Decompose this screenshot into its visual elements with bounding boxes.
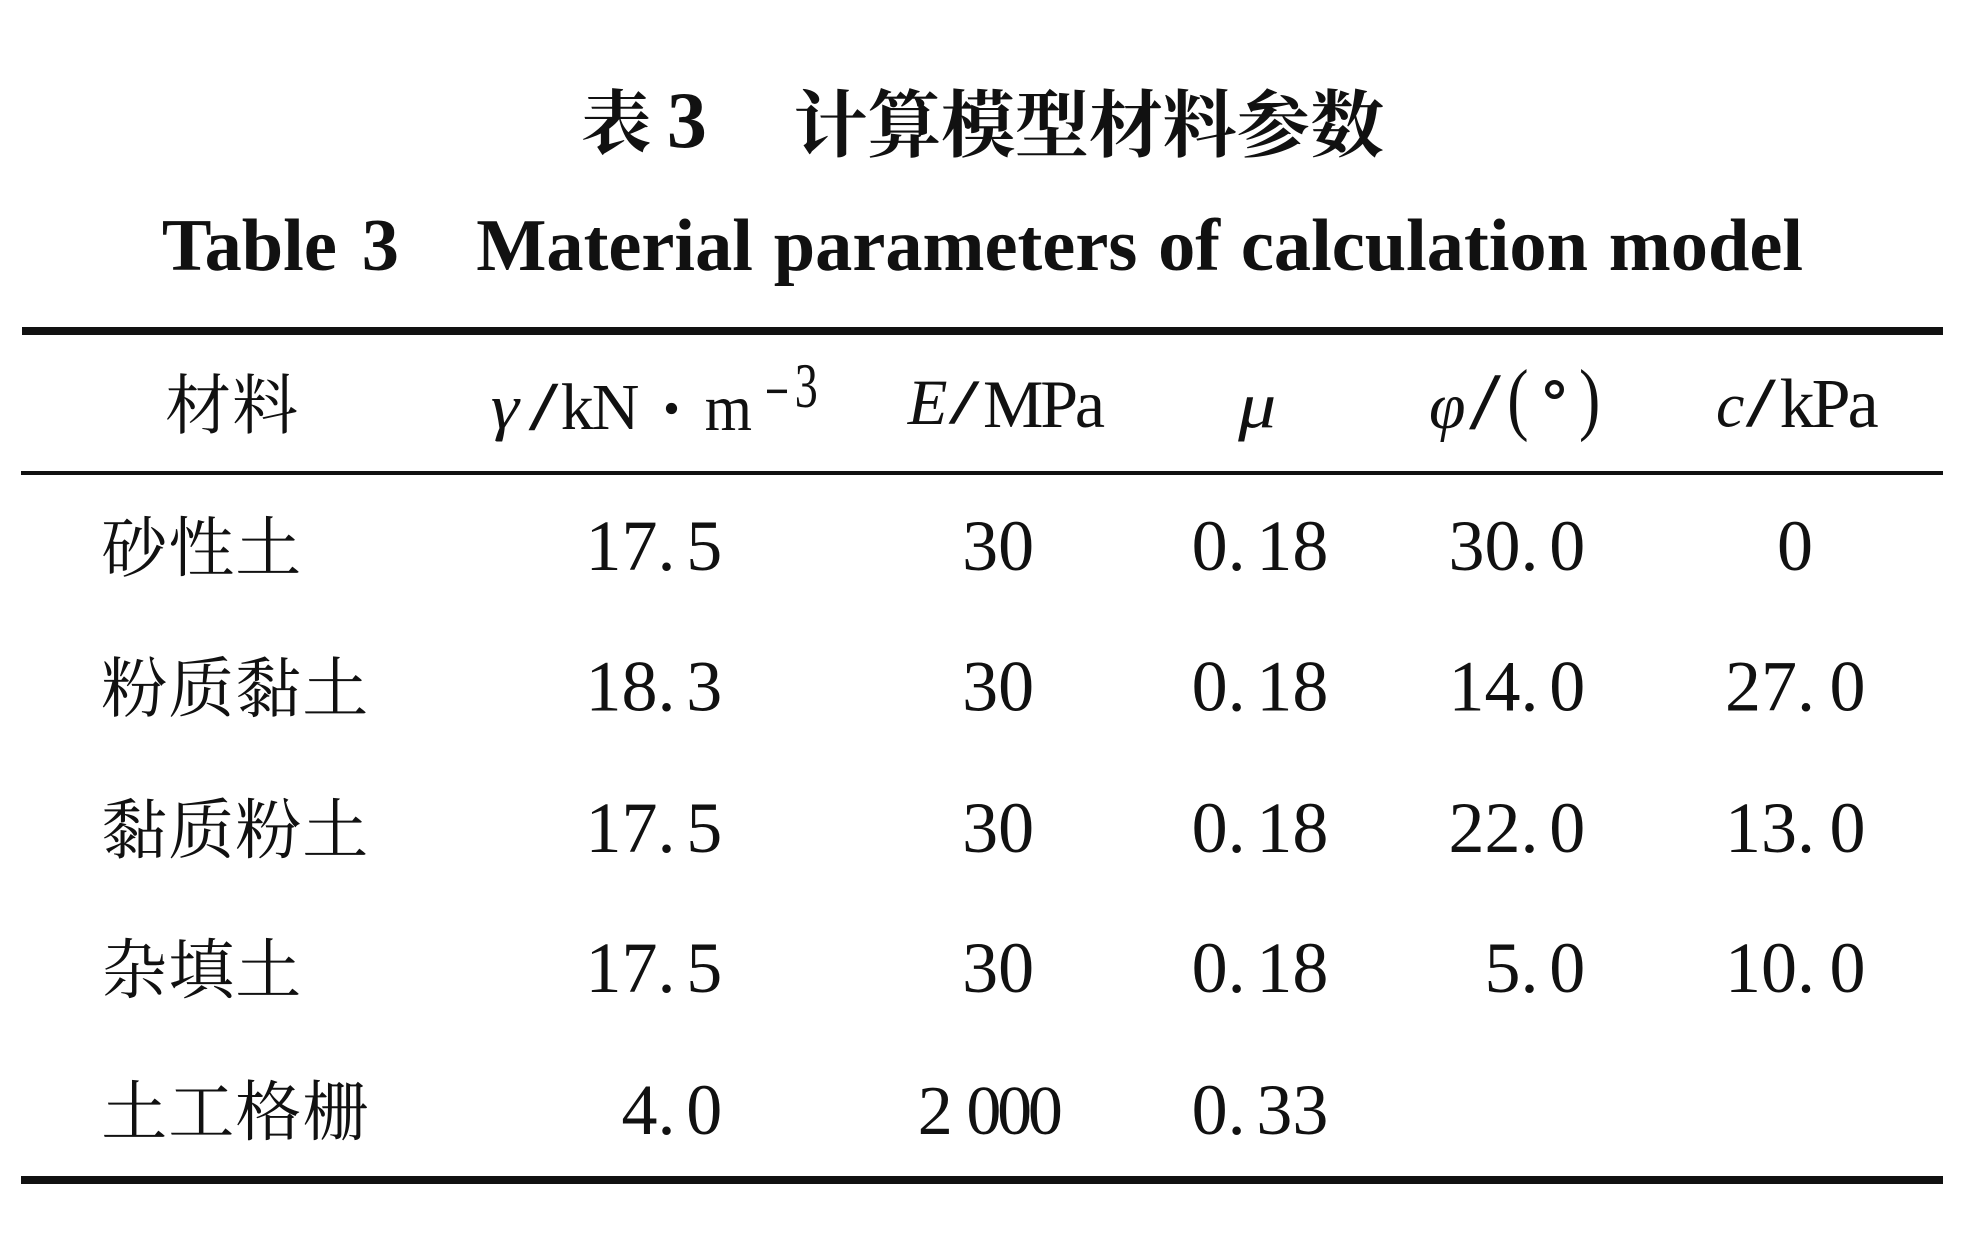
svg-text:30: 30	[962, 647, 1034, 727]
svg-text:kPa: kPa	[1780, 366, 1879, 443]
svg-text:2 000: 2 000	[918, 1073, 1061, 1150]
svg-text:17. 5: 17. 5	[586, 788, 723, 868]
svg-text:30. 0: 30. 0	[1449, 506, 1586, 586]
svg-text:E: E	[907, 367, 948, 439]
svg-text:17. 5: 17. 5	[586, 506, 723, 586]
svg-text:4. 0: 4. 0	[622, 1070, 723, 1150]
svg-text:(: (	[1507, 353, 1528, 442]
svg-text:): )	[1579, 353, 1600, 442]
svg-text:0. 18: 0. 18	[1192, 788, 1329, 868]
svg-text:0. 18: 0. 18	[1192, 506, 1329, 586]
svg-text:MPa: MPa	[983, 366, 1105, 442]
svg-text:13. 0: 13. 0	[1725, 788, 1866, 868]
svg-text:0. 18: 0. 18	[1192, 928, 1329, 1008]
svg-text:3: 3	[667, 77, 707, 165]
svg-text:0. 18: 0. 18	[1192, 647, 1329, 727]
svg-text:φ: φ	[1429, 370, 1466, 443]
svg-text:10. 0: 10. 0	[1725, 928, 1866, 1008]
svg-text:c: c	[1716, 369, 1744, 440]
svg-text:5. 0: 5. 0	[1485, 928, 1586, 1008]
svg-text:18. 3: 18. 3	[586, 647, 723, 727]
svg-text:14. 0: 14. 0	[1449, 647, 1586, 727]
svg-text:0. 33: 0. 33	[1192, 1070, 1329, 1150]
svg-text:3: 3	[362, 205, 399, 287]
svg-text:Table: Table	[162, 205, 337, 287]
svg-text:μ: μ	[1237, 370, 1276, 442]
svg-text:22. 0: 22. 0	[1449, 788, 1586, 868]
svg-text:kN: kN	[561, 371, 639, 444]
svg-text:30: 30	[962, 928, 1034, 1008]
svg-text:30: 30	[962, 506, 1034, 586]
svg-text:γ: γ	[491, 371, 522, 443]
svg-text:Material parameters of calcula: Material parameters of calculation model	[476, 205, 1803, 287]
svg-text:0: 0	[1777, 506, 1813, 586]
svg-text:3: 3	[795, 351, 818, 422]
svg-text:27. 0: 27. 0	[1725, 647, 1866, 727]
svg-text:30: 30	[962, 788, 1034, 868]
svg-text:m: m	[705, 371, 752, 445]
svg-text:17. 5: 17. 5	[586, 928, 723, 1008]
